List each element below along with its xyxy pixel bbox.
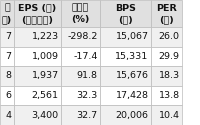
Bar: [0, 66, 14, 86]
Text: 10.4: 10.4: [159, 111, 180, 120]
Text: -17.4: -17.4: [73, 52, 98, 61]
Bar: [100, 66, 151, 86]
Bar: [14, 27, 61, 46]
Text: 3,400: 3,400: [31, 111, 59, 120]
Text: 32.3: 32.3: [76, 91, 98, 100]
Text: 1,223: 1,223: [31, 32, 59, 41]
Bar: [100, 46, 151, 66]
Bar: [61, 46, 100, 66]
Text: 의: 의: [4, 4, 10, 13]
Bar: [14, 0, 61, 27]
Text: 26.0: 26.0: [159, 32, 180, 41]
Text: 15,676: 15,676: [116, 71, 149, 81]
Text: (배): (배): [159, 15, 174, 24]
Text: 91.8: 91.8: [77, 71, 98, 81]
Text: 13.8: 13.8: [158, 91, 180, 100]
Bar: [0, 86, 14, 105]
Bar: [14, 46, 61, 66]
Text: 1,009: 1,009: [32, 52, 59, 61]
Bar: [100, 27, 151, 46]
Text: 32.7: 32.7: [76, 111, 98, 120]
Bar: [14, 66, 61, 86]
Text: 증감률: 증감률: [72, 4, 89, 13]
Bar: [151, 46, 182, 66]
Text: -298.2: -298.2: [67, 32, 98, 41]
Bar: [100, 86, 151, 105]
Text: 도): 도): [2, 15, 12, 24]
Text: 7: 7: [6, 32, 12, 41]
Bar: [100, 0, 151, 27]
Text: (%): (%): [71, 15, 90, 24]
Bar: [61, 86, 100, 105]
Text: 1,937: 1,937: [31, 71, 59, 81]
Text: 2,561: 2,561: [32, 91, 59, 100]
Bar: [151, 105, 182, 125]
Bar: [14, 86, 61, 105]
Bar: [151, 0, 182, 27]
Text: 7: 7: [6, 52, 12, 61]
Text: (지배주주): (지배주주): [22, 15, 54, 24]
Text: PER: PER: [156, 4, 177, 13]
Text: 6: 6: [6, 91, 12, 100]
Bar: [0, 46, 14, 66]
Text: 18.3: 18.3: [158, 71, 180, 81]
Bar: [61, 27, 100, 46]
Bar: [61, 0, 100, 27]
Text: EPS (원): EPS (원): [18, 4, 57, 13]
Bar: [151, 66, 182, 86]
Bar: [151, 27, 182, 46]
Bar: [61, 105, 100, 125]
Bar: [100, 105, 151, 125]
Text: 4: 4: [6, 111, 12, 120]
Text: 15,331: 15,331: [115, 52, 149, 61]
Bar: [14, 105, 61, 125]
Bar: [0, 105, 14, 125]
Text: 8: 8: [6, 71, 12, 81]
Bar: [61, 66, 100, 86]
Bar: [151, 86, 182, 105]
Text: BPS: BPS: [115, 4, 136, 13]
Text: (원): (원): [118, 15, 133, 24]
Bar: [0, 0, 14, 27]
Text: 20,006: 20,006: [116, 111, 149, 120]
Text: 17,428: 17,428: [116, 91, 149, 100]
Bar: [0, 27, 14, 46]
Text: 15,067: 15,067: [116, 32, 149, 41]
Text: 29.9: 29.9: [159, 52, 180, 61]
